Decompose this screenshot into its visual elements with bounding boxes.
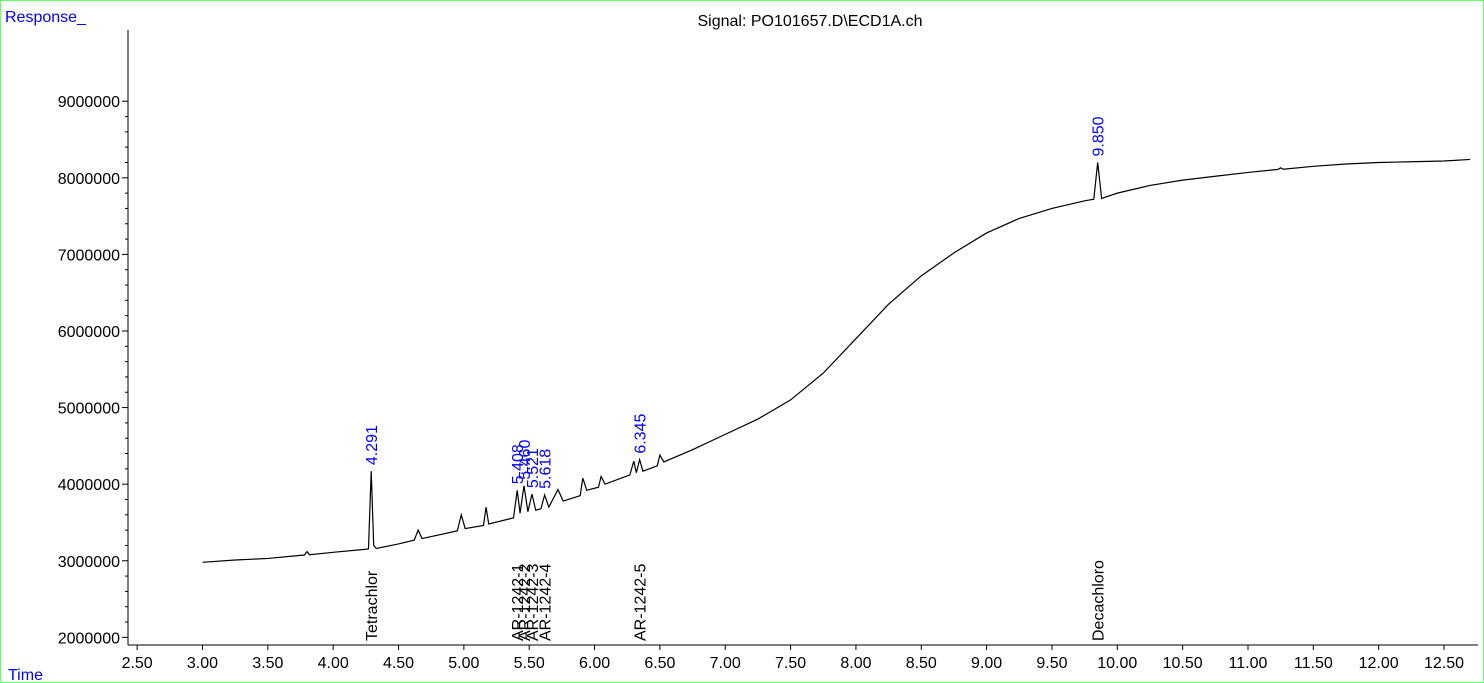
peak-label: 5.521 (525, 448, 542, 488)
peak-label: 5.618 (538, 449, 555, 489)
peak-label: 4.291 (364, 425, 381, 465)
peak-label: 9.850 (1091, 116, 1108, 156)
x-axis-label: Time (8, 667, 43, 683)
peak-label: 5.460 (517, 440, 534, 480)
compound-label: AR-1242-1 (510, 564, 527, 641)
x-tick-label: 5.00 (448, 655, 479, 672)
y-axis-label: Response_ (5, 9, 87, 26)
x-tick-label: 7.00 (710, 655, 741, 672)
compound-label: AR-1242-5 (633, 564, 650, 641)
x-tick-label: 8.00 (840, 655, 871, 672)
signal-line (202, 158, 1471, 563)
x-tick-label: 10.50 (1163, 655, 1203, 672)
compound-label: AR-1242-3 (525, 564, 542, 641)
x-tick-label: 4.50 (383, 655, 414, 672)
x-tick-label: 3.00 (187, 655, 218, 672)
x-tick-label: 2.50 (122, 655, 153, 672)
x-tick-label: 11.00 (1229, 655, 1268, 672)
peak-label: 5.408 (510, 444, 527, 484)
x-tick-label: 8.50 (906, 655, 937, 672)
x-tick-label: 10.00 (1097, 655, 1137, 672)
y-tick-label: 3000000 (58, 554, 120, 571)
y-tick-label: 8000000 (58, 171, 120, 188)
x-tick-label: 3.50 (252, 655, 283, 672)
y-tick-label: 9000000 (58, 94, 120, 111)
x-tick-label: 12.50 (1424, 655, 1464, 672)
peak-label: 6.345 (633, 414, 650, 454)
compound-label: AR-1242-2 (517, 564, 534, 641)
x-tick-label: 6.50 (644, 655, 675, 672)
y-tick-label: 2000000 (58, 630, 120, 647)
y-tick-label: 6000000 (58, 324, 120, 341)
x-tick-label: 11.50 (1294, 655, 1333, 672)
chart-title: Signal: PO101657.D\ECD1A.ch (697, 13, 922, 30)
x-tick-label: 6.00 (579, 655, 610, 672)
y-tick-label: 4000000 (58, 477, 120, 494)
compound-label: Tetrachlor (364, 570, 381, 641)
x-tick-label: 7.50 (775, 655, 806, 672)
x-tick-label: 9.00 (971, 655, 1002, 672)
compound-label: AR-1242-4 (538, 564, 555, 641)
compound-label: Decachloro (1091, 560, 1108, 641)
x-tick-label: 9.50 (1036, 655, 1067, 672)
y-tick-label: 7000000 (58, 247, 120, 264)
y-tick-label: 5000000 (58, 401, 120, 418)
x-tick-label: 4.00 (318, 655, 349, 672)
x-tick-label: 5.50 (514, 655, 545, 672)
x-tick-label: 12.00 (1359, 655, 1399, 672)
